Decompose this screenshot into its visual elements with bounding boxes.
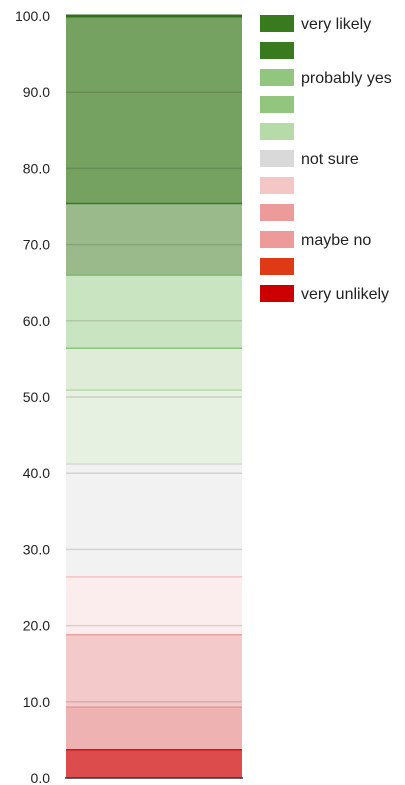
legend-swatch-10 (260, 285, 294, 302)
bar-segment-1 (66, 706, 242, 750)
bar-segment-9 (66, 16, 242, 203)
y-tick-label: 80.0 (23, 160, 50, 176)
legend-swatch-1 (260, 42, 294, 59)
bar-segment-2 (66, 633, 242, 707)
y-tick-label: 90.0 (23, 84, 50, 100)
bar-segment-3 (66, 576, 242, 634)
y-axis-tick-labels: 0.0 10.0 20.0 30.0 40.0 50.0 60.0 70.0 80.0 90.0 1… (15, 8, 50, 785)
legend-label-2: probably yes (301, 70, 392, 87)
y-tick-label: 20.0 (23, 618, 50, 634)
bar-segment-4 (66, 463, 242, 577)
bar-segment-7 (66, 274, 242, 348)
y-tick-label: 10.0 (23, 694, 50, 710)
legend-swatch-2 (260, 69, 294, 86)
y-tick-label: 50.0 (23, 389, 50, 405)
bar-segment-8 (66, 202, 242, 275)
legend-label-5: not sure (301, 151, 359, 168)
bar-segment-5 (66, 389, 242, 464)
y-tick-label: 0.0 (31, 770, 51, 785)
legend-swatch-0 (260, 15, 294, 32)
legend-swatch-4 (260, 123, 294, 140)
legend: very likely probably yes not sure maybe no v… (260, 15, 392, 303)
legend-label-10: very unlikely (301, 286, 389, 303)
gridlines (66, 91, 242, 703)
legend-swatch-8 (260, 231, 294, 248)
y-tick-label: 30.0 (23, 541, 50, 557)
legend-label-0: very likely (301, 16, 371, 33)
y-tick-label: 60.0 (23, 313, 50, 329)
legend-swatch-7 (260, 204, 294, 221)
legend-swatch-9 (260, 258, 294, 275)
y-tick-label: 100.0 (15, 8, 50, 24)
y-tick-label: 40.0 (23, 465, 50, 481)
legend-swatch-3 (260, 96, 294, 113)
legend-swatch-6 (260, 177, 294, 194)
bar-segments (66, 14, 242, 778)
y-tick-label: 70.0 (23, 237, 50, 253)
legend-label-8: maybe no (301, 232, 371, 249)
bar-segment-0 (66, 749, 242, 778)
bar-segment-6 (66, 347, 242, 390)
legend-swatch-5 (260, 150, 294, 167)
